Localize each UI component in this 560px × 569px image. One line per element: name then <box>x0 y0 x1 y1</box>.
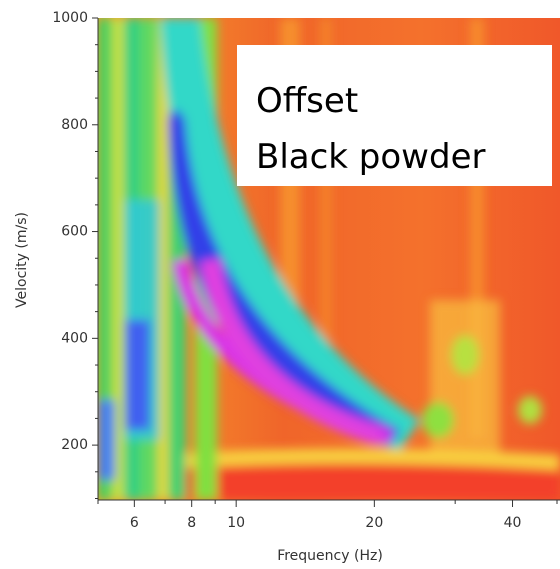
x-tick-label: 10 <box>227 515 245 531</box>
annotation: Offset <box>256 81 358 121</box>
x-tick-label: 40 <box>504 515 522 531</box>
y-tick-label: 400 <box>61 330 88 346</box>
x-tick-label: 20 <box>365 515 383 531</box>
y-tick-label: 1000 <box>52 10 88 26</box>
y-axis-title: Velocity (m/s) <box>14 212 30 308</box>
y-tick-label: 800 <box>61 117 88 133</box>
x-tick-label: 8 <box>187 515 196 531</box>
annotation: Black powder <box>256 137 485 177</box>
x-tick-label: 6 <box>130 515 139 531</box>
x-axis-title: Frequency (Hz) <box>277 548 383 564</box>
y-tick-label: 600 <box>61 224 88 240</box>
annotation-box <box>237 45 552 186</box>
y-tick-label: 200 <box>61 437 88 453</box>
